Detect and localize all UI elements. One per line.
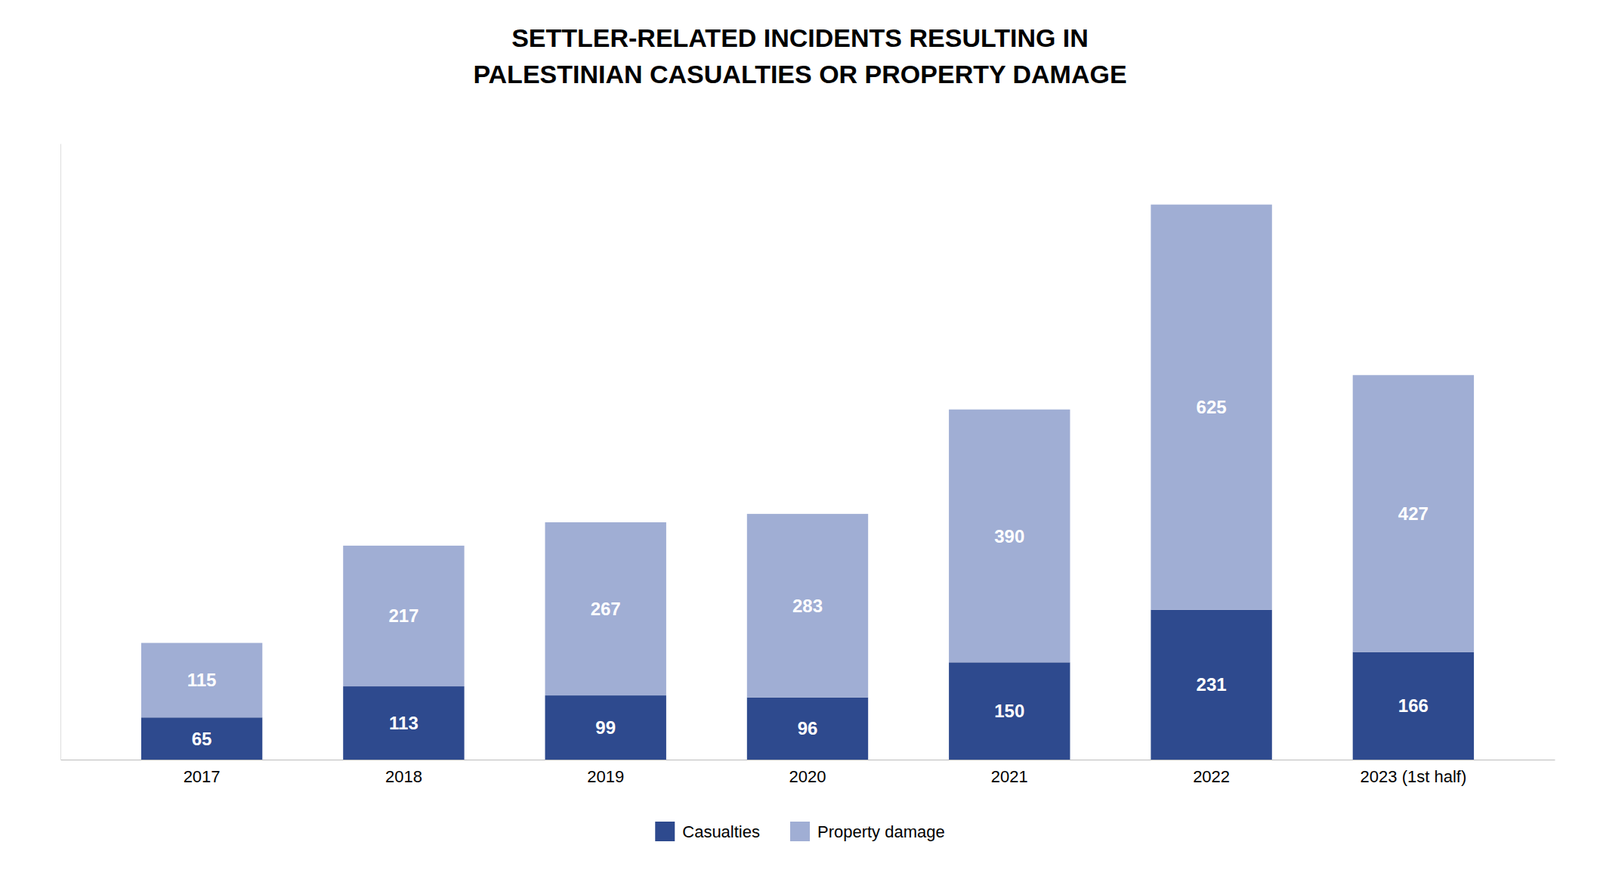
data-label: 217 — [388, 605, 419, 626]
data-label: 267 — [590, 598, 621, 619]
legend-item: Casualties — [654, 821, 760, 841]
data-label: 96 — [797, 717, 819, 739]
legend-item: Property damage — [790, 821, 946, 841]
x-tick-label: 2023 (1st half) — [1360, 766, 1468, 786]
legend-label: Casualties — [682, 821, 760, 841]
y-axis — [60, 144, 62, 760]
bar — [545, 522, 667, 695]
legend-swatch — [790, 821, 810, 841]
data-label: 115 — [187, 669, 217, 690]
title-group: SETTLER-RELATED INCIDENTS RESULTING IN PA… — [472, 23, 1127, 89]
x-tick: 2020 — [789, 759, 827, 786]
bar — [1150, 609, 1272, 760]
y-axis-line — [60, 144, 62, 760]
x-tick: 2018 — [385, 759, 423, 786]
data-label: 113 — [389, 712, 419, 733]
x-tick: 2019 — [586, 759, 624, 786]
bars — [141, 204, 1474, 760]
data-label: 625 — [1196, 396, 1227, 417]
legend-swatch — [654, 821, 675, 841]
x-tick: 2021 — [991, 759, 1029, 786]
data-label: 231 — [1196, 673, 1227, 695]
legend: Casualties Property damage — [654, 821, 945, 841]
x-tick: 2022 — [1192, 759, 1230, 786]
x-tick-label: 2020 — [789, 766, 827, 786]
x-tick-label: 2017 — [183, 766, 221, 786]
bar — [342, 545, 464, 686]
bar — [141, 716, 263, 760]
bar — [545, 694, 667, 760]
chart: SETTLER-RELATED INCIDENTS RESULTING IN PA… — [0, 0, 1600, 873]
x-tick: 2017 — [183, 759, 221, 786]
x-axis-line — [61, 759, 1556, 760]
x-tick-label: 2018 — [385, 766, 423, 786]
title: PALESTINIAN CASUALTIES OR PROPERTY DAMAG… — [472, 59, 1127, 89]
bar — [747, 697, 868, 760]
bar — [1352, 651, 1474, 760]
bar — [1150, 204, 1272, 610]
data-label: 65 — [191, 728, 213, 749]
x-tick-label: 2021 — [991, 766, 1029, 786]
data-label: 99 — [595, 716, 616, 738]
data-label: 390 — [994, 525, 1025, 547]
title: SETTLER-RELATED INCIDENTS RESULTING IN — [511, 23, 1089, 53]
legend-label: Property damage — [817, 821, 946, 841]
data-label: 166 — [1398, 694, 1429, 716]
plot: 65 113 99 96 150 231 166 115 217 267 283 390 625 427 2… — [61, 144, 1556, 786]
data-label: 150 — [994, 700, 1025, 721]
data-label: 427 — [1398, 503, 1429, 524]
x-tick-label: 2022 — [1192, 766, 1230, 786]
bar — [948, 661, 1070, 760]
bar — [342, 685, 464, 760]
bar — [141, 642, 263, 718]
data-label: 283 — [792, 595, 823, 616]
x-tick-label: 2019 — [586, 766, 624, 786]
x-tick: 2023 (1st half) — [1360, 759, 1468, 786]
data-labels: 65 113 99 96 150 231 166 115 217 267 283 390 625 427 — [187, 396, 1429, 748]
x-axis: 2017 2018 2019 2020 2021 2022 2023 (1st half) — [61, 759, 1556, 786]
bar — [1352, 374, 1474, 652]
series — [141, 204, 1474, 718]
bar — [948, 409, 1070, 663]
bar — [747, 513, 868, 698]
